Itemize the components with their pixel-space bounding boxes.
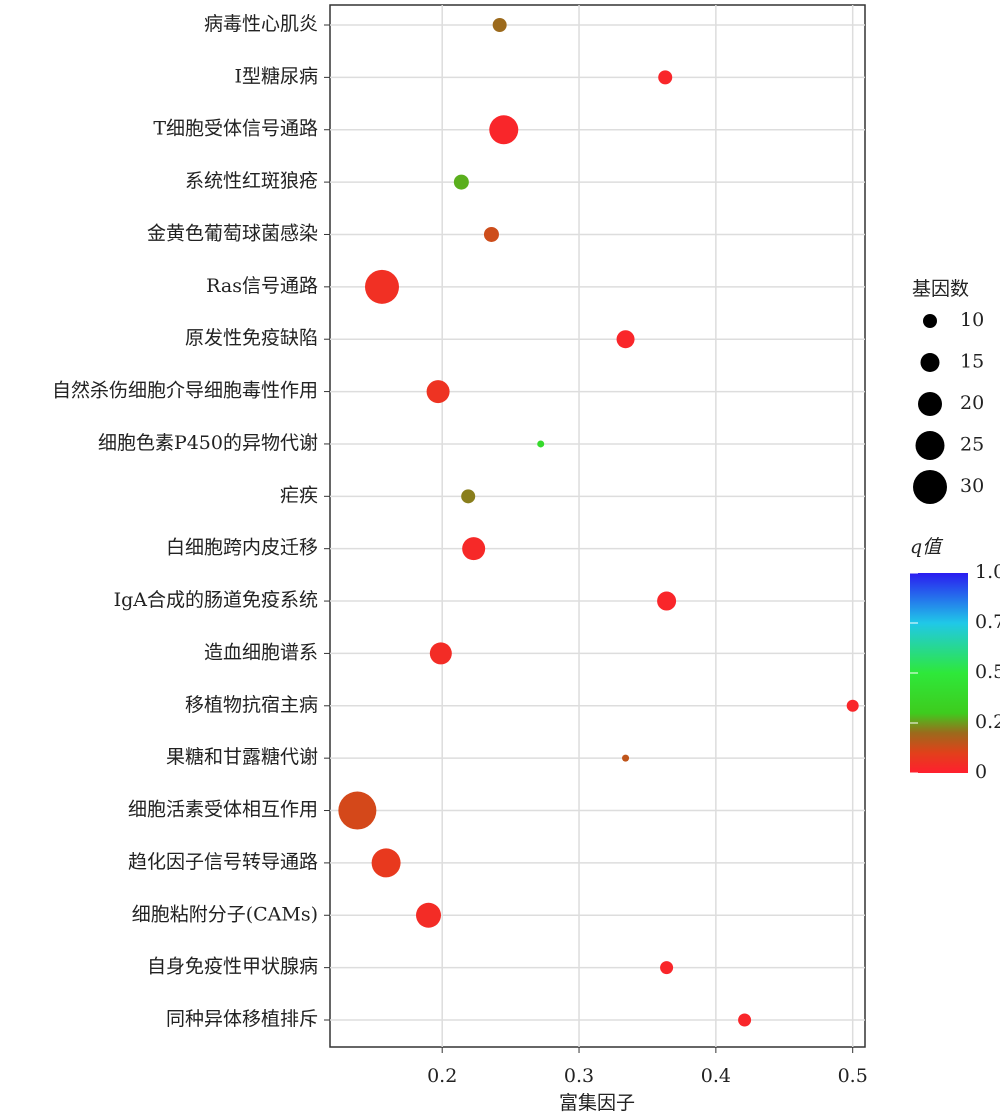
size-legend-symbol (920, 353, 940, 372)
bubble (660, 961, 674, 975)
y-tick-label: 趋化因子信号转导通路 (128, 851, 318, 873)
y-tick-label: 移植物抗宿主病 (185, 694, 318, 716)
plot-area (329, 4, 866, 1048)
bubble (616, 330, 635, 349)
bubble (416, 902, 442, 928)
y-tick-label: 同种异体移植排斥 (166, 1008, 318, 1030)
x-tick-label: 0.4 (701, 1065, 731, 1087)
bubble (462, 537, 486, 561)
y-tick-label: T细胞受体信号通路 (153, 118, 318, 140)
y-tick-label: Ⅰ型糖尿病 (234, 65, 318, 87)
y-tick-label: 病毒性心肌炎 (204, 13, 318, 35)
y-tick-label: 疟疾 (280, 484, 318, 506)
bubble (338, 791, 377, 830)
x-tick-label: 0.2 (427, 1065, 457, 1087)
x-tick-label: 0.3 (564, 1065, 594, 1087)
size-legend-symbol (915, 431, 945, 460)
bubble (461, 489, 476, 504)
bubble (453, 174, 469, 190)
bubble (426, 380, 450, 404)
bubble (537, 440, 545, 448)
y-tick-label: 系统性红斑狼疮 (185, 170, 318, 192)
size-legend-symbol (913, 470, 947, 504)
x-tick-label: 0.5 (838, 1065, 868, 1087)
y-tick-label: 细胞粘附分子(CAMs) (132, 903, 318, 925)
size-legend-label: 10 (960, 309, 984, 331)
bubble (658, 70, 673, 85)
bubble (738, 1013, 752, 1027)
bubble (429, 642, 452, 665)
y-tick-label: 原发性免疫缺陷 (185, 327, 318, 349)
bubble (657, 591, 677, 611)
color-bar-label: 0 (975, 761, 987, 783)
y-tick-label: 金黄色葡萄球菌感染 (147, 222, 318, 244)
color-legend-title: q值 (910, 536, 944, 558)
size-legend-symbol (918, 392, 942, 416)
bubble (492, 18, 507, 32)
size-legend-label: 30 (960, 475, 984, 497)
size-legend-label: 25 (960, 434, 984, 456)
bubble (622, 754, 630, 762)
y-tick-label: 白细胞跨内皮迁移 (166, 537, 318, 559)
bubble (364, 269, 399, 304)
color-bar (910, 573, 968, 773)
bubble (371, 848, 401, 878)
size-legend-symbol (923, 314, 937, 328)
color-bar-label: 0.50 (975, 661, 1000, 683)
color-bar-label: 0.25 (975, 711, 1000, 733)
y-tick-label: 果糖和甘露糖代谢 (166, 746, 318, 768)
color-bar-label: 0.75 (975, 611, 1000, 633)
size-legend-title: 基因数 (912, 278, 969, 300)
y-tick-label: Ras信号通路 (206, 275, 318, 297)
y-tick-label: 自然杀伤细胞介导细胞毒性作用 (52, 380, 318, 402)
y-tick-label: 造血细胞谱系 (204, 641, 318, 663)
size-legend-label: 20 (960, 392, 984, 414)
bubble (489, 115, 519, 145)
grid (330, 5, 865, 1047)
y-tick-label: IgA合成的肠道免疫系统 (114, 589, 318, 611)
bubble (483, 226, 499, 242)
color-bar-label: 1.00 (975, 561, 1000, 583)
y-tick-label: 自身免疫性甲状腺病 (147, 956, 318, 978)
y-tick-label: 细胞色素P450的异物代谢 (98, 432, 318, 454)
size-legend-label: 15 (960, 351, 984, 373)
x-axis-title: 富集因子 (559, 1092, 635, 1114)
bubble (846, 699, 859, 712)
y-tick-label: 细胞活素受体相互作用 (128, 799, 318, 821)
